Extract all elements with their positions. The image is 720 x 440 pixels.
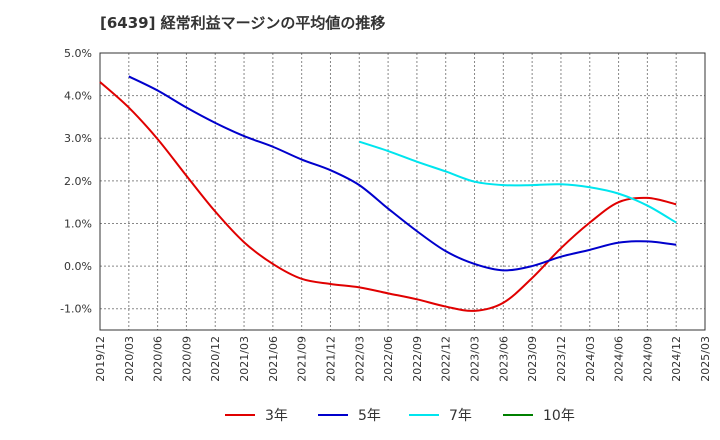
x-tick-label: 2023/06 (497, 336, 510, 382)
x-tick-label: 2023/09 (526, 336, 539, 382)
x-tick-label: 2022/09 (411, 336, 424, 382)
x-tick-label: 2022/12 (440, 336, 453, 382)
x-tick-label: 2024/09 (641, 336, 654, 382)
y-tick-label: 5.0% (64, 47, 92, 60)
chart-title: [6439] 経常利益マージンの平均値の推移 (100, 14, 386, 32)
x-tick-label: 2021/03 (238, 336, 251, 382)
series-line-0 (99, 81, 677, 312)
x-tick-label: 2021/09 (296, 336, 309, 382)
x-tick-label: 2022/06 (382, 336, 395, 382)
x-tick-label: 2019/12 (94, 336, 107, 382)
x-tick-label: 2024/06 (613, 336, 626, 382)
x-tick-label: 2024/12 (670, 336, 683, 382)
legend-label-1: 5年 (358, 408, 381, 424)
legend-label-0: 3年 (265, 408, 288, 424)
x-tick-label: 2023/12 (555, 336, 568, 382)
y-tick-label: 4.0% (64, 90, 92, 103)
x-tick-label: 2023/03 (469, 336, 482, 382)
legend-label-3: 10年 (543, 408, 575, 424)
y-tick-label: 2.0% (64, 175, 92, 188)
x-tick-label: 2025/03 (699, 336, 712, 382)
x-tick-label: 2022/03 (353, 336, 366, 382)
y-tick-label: -1.0% (60, 303, 92, 316)
y-axis: 5.0% 4.0% 3.0% 2.0% 1.0% 0.0% -1.0% (60, 47, 92, 316)
plot-area-frame (99, 52, 706, 331)
y-tick-label: 1.0% (64, 217, 92, 230)
series-line-2 (358, 140, 677, 224)
legend: 3年 5年 7年 10年 (225, 408, 575, 424)
x-tick-label: 2020/09 (180, 336, 193, 382)
y-tick-label: 3.0% (64, 132, 92, 145)
legend-label-2: 7年 (449, 408, 472, 424)
x-tick-label: 2021/12 (324, 336, 337, 382)
series-line-1 (128, 75, 677, 272)
x-tick-label: 2020/06 (152, 336, 165, 382)
x-tick-label: 2024/03 (584, 336, 597, 382)
x-axis: 2019/12 2020/03 2020/06 2020/09 2020/12 2021/… (94, 336, 712, 382)
x-tick-label: 2020/03 (123, 336, 136, 382)
x-tick-label: 2021/06 (267, 336, 280, 382)
x-tick-label: 2020/12 (209, 336, 222, 382)
series-lines (99, 75, 677, 312)
y-tick-label: 0.0% (64, 260, 92, 273)
